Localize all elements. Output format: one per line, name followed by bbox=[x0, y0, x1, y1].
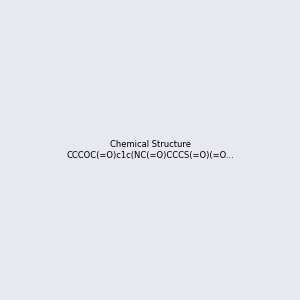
Text: Chemical Structure
CCCOC(=O)c1c(NC(=O)CCCS(=O)(=O...: Chemical Structure CCCOC(=O)c1c(NC(=O)CC… bbox=[66, 140, 234, 160]
